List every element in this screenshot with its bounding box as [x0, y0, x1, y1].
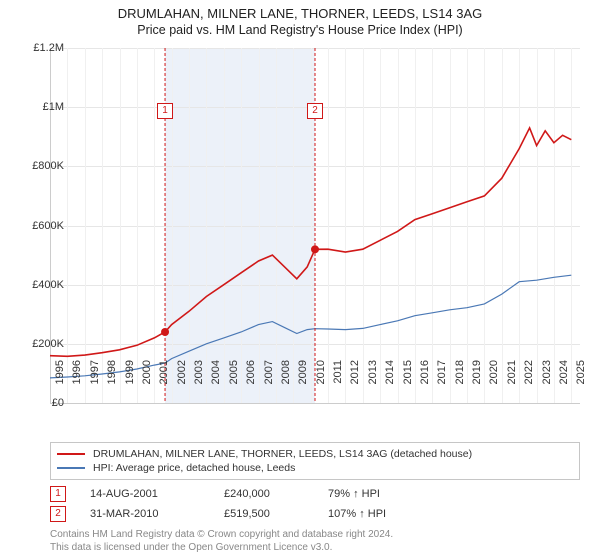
x-tick-label: 2012: [349, 360, 361, 384]
sale-date: 31-MAR-2010: [90, 508, 200, 520]
sale-pct-vs-hpi: 107% ↑ HPI: [328, 508, 386, 520]
chart-plot-area: 12: [50, 48, 580, 403]
footer-attribution: Contains HM Land Registry data © Crown c…: [50, 528, 393, 554]
x-tick-label: 2014: [384, 360, 396, 384]
x-tick-label: 2008: [280, 360, 292, 384]
x-tick-label: 2007: [263, 360, 275, 384]
legend-swatch: [57, 467, 85, 469]
x-tick-label: 2015: [402, 360, 414, 384]
x-tick-label: 2021: [506, 360, 518, 384]
x-tick-label: 1995: [54, 360, 66, 384]
chart-lines-svg: [50, 48, 580, 403]
sale-marker-number-box: 2: [307, 103, 323, 119]
x-tick-label: 1998: [106, 360, 118, 384]
x-tick-label: 2002: [176, 360, 188, 384]
x-tick-label: 2025: [575, 360, 587, 384]
sale-date: 14-AUG-2001: [90, 488, 200, 500]
x-tick-label: 1999: [124, 360, 136, 384]
legend-label: DRUMLAHAN, MILNER LANE, THORNER, LEEDS, …: [93, 448, 472, 460]
sale-row: 1 14-AUG-2001 £240,000 79% ↑ HPI: [50, 484, 386, 504]
footer-line: Contains HM Land Registry data © Crown c…: [50, 528, 393, 541]
x-tick-label: 1997: [89, 360, 101, 384]
y-tick-label: £400K: [16, 279, 64, 291]
sale-marker-icon: 1: [50, 486, 66, 502]
x-tick-label: 2024: [558, 360, 570, 384]
sale-price: £240,000: [224, 488, 304, 500]
y-tick-label: £1.2M: [16, 42, 64, 54]
legend-box: DRUMLAHAN, MILNER LANE, THORNER, LEEDS, …: [50, 442, 580, 480]
x-tick-label: 2001: [158, 360, 170, 384]
sale-marker-dot: [161, 328, 169, 336]
x-tick-label: 2017: [436, 360, 448, 384]
x-tick-label: 2006: [245, 360, 257, 384]
legend-swatch: [57, 453, 85, 455]
chart-title: DRUMLAHAN, MILNER LANE, THORNER, LEEDS, …: [0, 6, 600, 21]
y-tick-label: £200K: [16, 338, 64, 350]
x-tick-label: 2016: [419, 360, 431, 384]
x-tick-label: 2004: [210, 360, 222, 384]
x-tick-label: 2019: [471, 360, 483, 384]
x-tick-label: 2020: [488, 360, 500, 384]
legend-label: HPI: Average price, detached house, Leed…: [93, 462, 295, 474]
sale-marker-dot: [311, 245, 319, 253]
chart-subtitle: Price paid vs. HM Land Registry's House …: [0, 23, 600, 37]
x-axis-line: [50, 403, 580, 404]
sale-marker-icon: 2: [50, 506, 66, 522]
sale-pct-vs-hpi: 79% ↑ HPI: [328, 488, 380, 500]
y-tick-label: £600K: [16, 220, 64, 232]
sale-marker-number-box: 1: [157, 103, 173, 119]
x-tick-label: 2018: [454, 360, 466, 384]
y-tick-label: £1M: [16, 101, 64, 113]
legend-item-hpi: HPI: Average price, detached house, Leed…: [57, 461, 573, 475]
sales-table: 1 14-AUG-2001 £240,000 79% ↑ HPI 2 31-MA…: [50, 484, 386, 524]
x-tick-label: 1996: [71, 360, 83, 384]
x-tick-label: 2009: [297, 360, 309, 384]
x-tick-label: 2000: [141, 360, 153, 384]
legend-item-price-paid: DRUMLAHAN, MILNER LANE, THORNER, LEEDS, …: [57, 447, 573, 461]
y-tick-label: £0: [16, 397, 64, 409]
x-tick-label: 2023: [541, 360, 553, 384]
x-tick-label: 2011: [332, 360, 344, 384]
y-tick-label: £800K: [16, 160, 64, 172]
x-tick-label: 2013: [367, 360, 379, 384]
x-tick-label: 2022: [523, 360, 535, 384]
footer-line: This data is licensed under the Open Gov…: [50, 541, 393, 554]
x-tick-label: 2003: [193, 360, 205, 384]
sale-price: £519,500: [224, 508, 304, 520]
x-tick-label: 2005: [228, 360, 240, 384]
x-tick-label: 2010: [315, 360, 327, 384]
sale-row: 2 31-MAR-2010 £519,500 107% ↑ HPI: [50, 504, 386, 524]
series-price_paid: [50, 128, 571, 356]
